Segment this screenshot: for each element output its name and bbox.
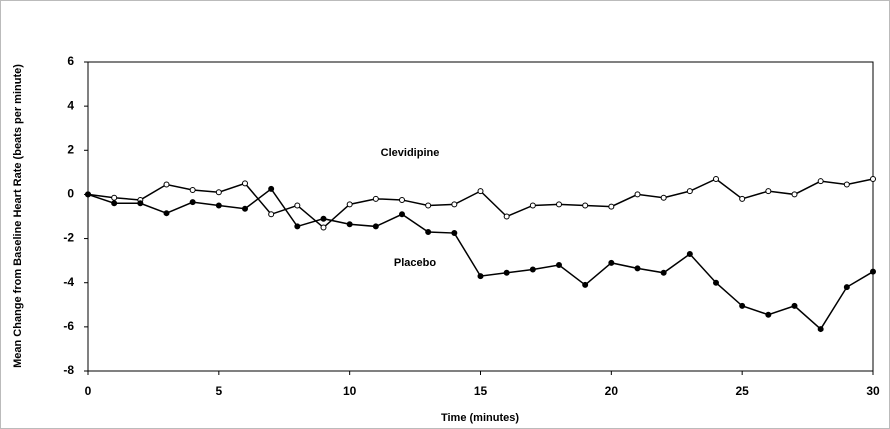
data-point [713, 175, 719, 182]
data-point [85, 191, 91, 198]
data-point [843, 284, 850, 291]
y-tick-label: 6 [67, 54, 74, 68]
data-point [346, 221, 353, 228]
y-tick-label: 0 [67, 187, 74, 201]
data-point [346, 201, 353, 208]
data-point [870, 175, 876, 182]
data-point [503, 213, 510, 220]
y-tick-label: -4 [63, 275, 74, 289]
data-point [843, 181, 850, 188]
data-point [765, 188, 772, 195]
y-tick-label: -2 [63, 231, 74, 245]
data-point [215, 189, 222, 196]
data-point [739, 195, 746, 202]
data-point [477, 188, 484, 195]
data-point [111, 194, 118, 201]
data-point [556, 201, 562, 208]
data-point [556, 262, 562, 269]
data-point [529, 202, 536, 209]
data-point [503, 269, 510, 276]
data-point [791, 191, 798, 198]
data-point [320, 215, 327, 222]
data-point [320, 224, 327, 231]
data-point [137, 200, 144, 207]
data-point [582, 202, 589, 209]
x-tick-label: 0 [85, 384, 92, 398]
series-label: Clevidipine [381, 147, 440, 159]
data-point [399, 211, 405, 218]
data-point [686, 251, 693, 258]
data-point [268, 211, 275, 218]
x-tick-label: 25 [735, 384, 749, 398]
data-point [163, 210, 170, 217]
data-point [817, 326, 824, 333]
y-tick-label: -6 [63, 319, 74, 333]
data-point [425, 202, 432, 209]
data-point [451, 201, 458, 208]
x-tick-label: 30 [866, 384, 880, 398]
data-point [215, 202, 222, 209]
y-axis-label: Mean Change from Baseline Heart Rate (be… [12, 64, 24, 368]
data-point [163, 181, 170, 188]
data-point [425, 228, 432, 235]
data-point [660, 194, 667, 201]
data-point [686, 188, 693, 195]
series-label: Placebo [394, 257, 436, 269]
x-axis-label: Time (minutes) [441, 412, 519, 424]
y-tick-label: 4 [67, 98, 74, 112]
data-point [713, 279, 719, 286]
data-point [372, 195, 379, 202]
data-point [739, 302, 746, 309]
data-point [529, 266, 536, 273]
x-tick-label: 5 [215, 384, 222, 398]
data-point [817, 178, 824, 185]
data-point [608, 259, 615, 266]
y-tick-label: 2 [67, 142, 74, 156]
data-point [660, 269, 667, 276]
data-point [765, 311, 772, 318]
data-point [608, 203, 615, 210]
data-point [399, 196, 405, 203]
data-point [634, 265, 641, 272]
x-tick-label: 15 [474, 384, 488, 398]
data-point [189, 199, 196, 206]
data-point [791, 302, 798, 309]
data-point [372, 223, 379, 230]
data-point [294, 202, 301, 209]
data-point [242, 180, 248, 187]
data-point [451, 230, 458, 237]
data-point [242, 205, 248, 212]
data-point [268, 185, 275, 192]
y-tick-label: -8 [63, 363, 74, 377]
data-point [477, 273, 484, 280]
x-tick-label: 20 [605, 384, 619, 398]
data-point [111, 200, 118, 207]
data-point [189, 187, 196, 194]
data-point [634, 191, 641, 198]
x-tick-label: 10 [343, 384, 357, 398]
data-point [294, 223, 301, 230]
data-point [870, 268, 876, 275]
data-point [582, 281, 589, 288]
